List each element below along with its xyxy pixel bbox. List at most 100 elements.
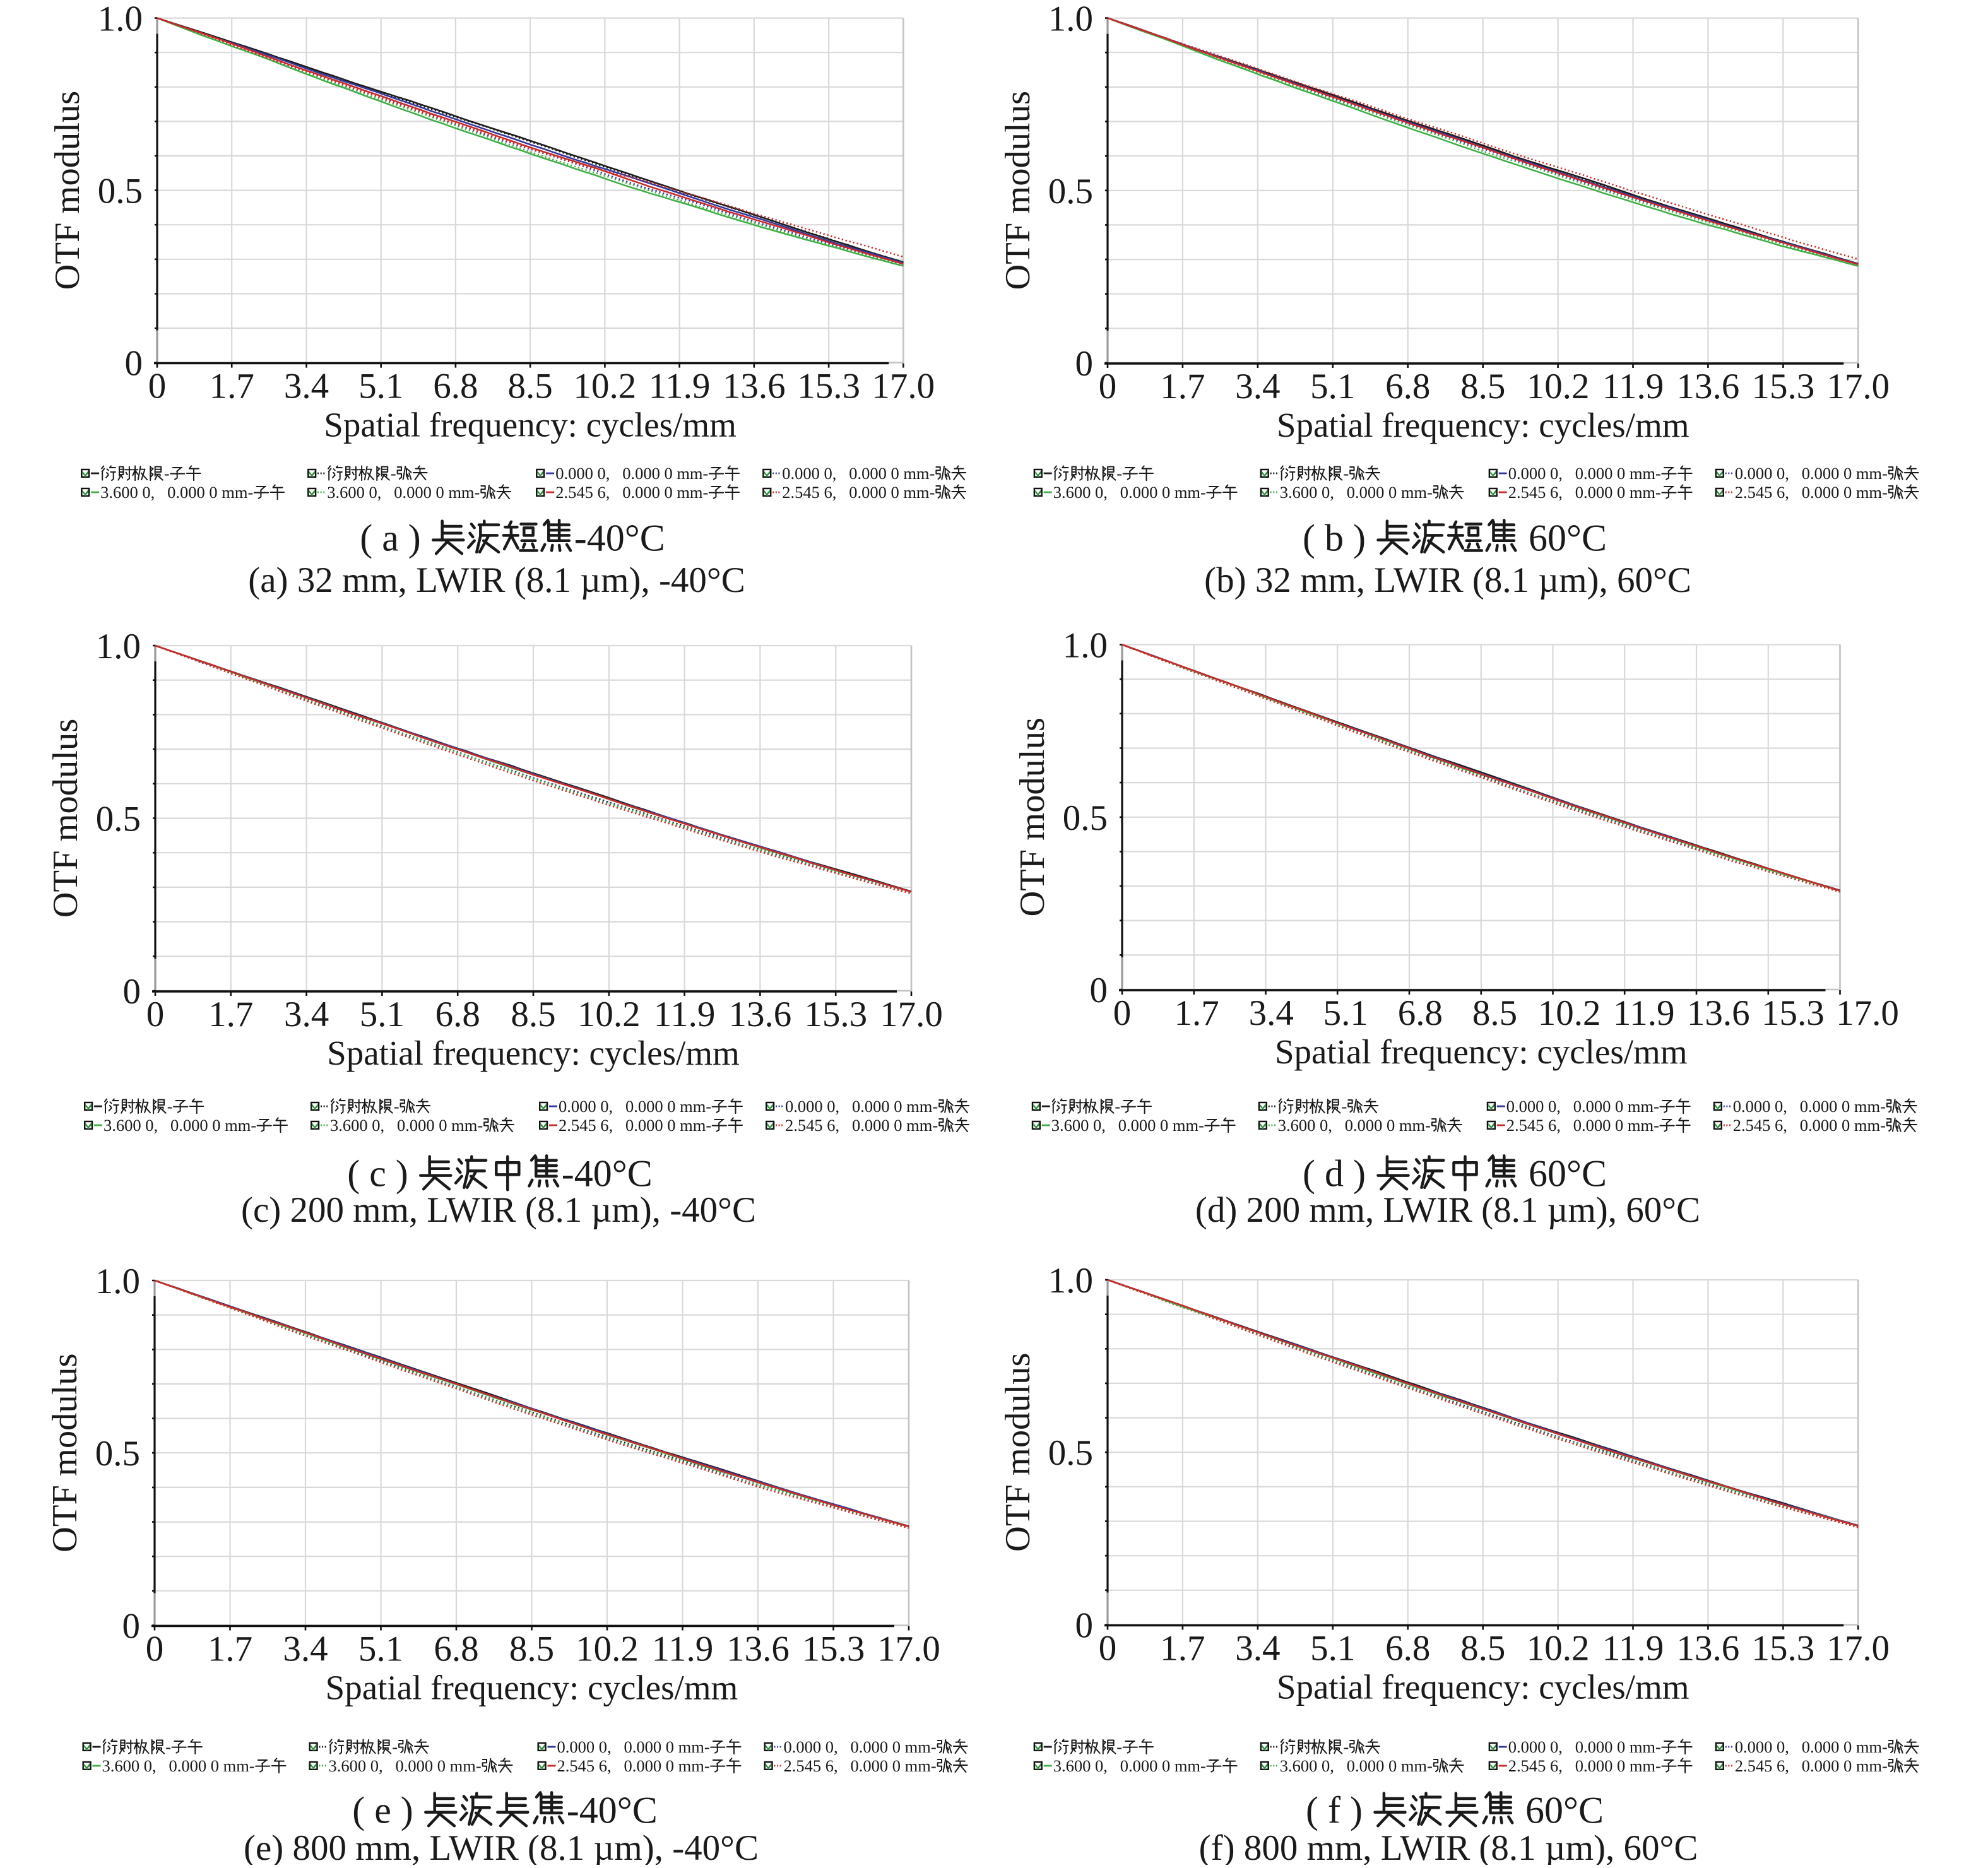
svg-text:2.545 6, 0.000 0 mm-: 2.545 6, 0.000 0 mm-: [559, 1116, 711, 1135]
svg-text:1.7: 1.7: [208, 995, 253, 1034]
svg-text:6.8: 6.8: [1398, 993, 1443, 1033]
svg-text:-: -: [391, 464, 396, 483]
svg-text:13.6: 13.6: [726, 1629, 790, 1669]
svg-text:2.545 6, 0.000 0 mm-: 2.545 6, 0.000 0 mm-: [555, 483, 708, 502]
svg-text:0.000 0, 0.000 0 mm-: 0.000 0, 0.000 0 mm-: [1735, 464, 1888, 483]
svg-text:0: 0: [1075, 1606, 1094, 1646]
svg-text:0.000 0, 0.000 0 mm-: 0.000 0, 0.000 0 mm-: [557, 1737, 710, 1756]
svg-text:OTF modulus: OTF modulus: [1013, 718, 1052, 917]
svg-text:(: (: [1306, 1790, 1328, 1831]
svg-text:OTF modulus: OTF modulus: [46, 719, 85, 918]
svg-text:10.2: 10.2: [1527, 367, 1590, 406]
svg-text:-: -: [1115, 1097, 1120, 1116]
svg-text:13.6: 13.6: [1677, 1629, 1740, 1669]
svg-text:17.0: 17.0: [877, 1629, 940, 1669]
svg-text:0.5: 0.5: [98, 172, 143, 211]
svg-text:-: -: [167, 1097, 173, 1116]
svg-text:1.7: 1.7: [208, 1629, 252, 1669]
svg-text:5.1: 5.1: [1323, 993, 1368, 1033]
svg-text:-: -: [392, 1737, 398, 1756]
svg-text:1.0: 1.0: [95, 1262, 140, 1301]
svg-text:2.545 6, 0.000 0 mm-: 2.545 6, 0.000 0 mm-: [782, 483, 935, 502]
svg-text:60°C: 60°C: [1516, 1790, 1604, 1831]
svg-text:3.4: 3.4: [1235, 367, 1280, 406]
svg-text:3.4: 3.4: [1249, 993, 1294, 1033]
svg-text:): ): [399, 517, 430, 559]
svg-text:3.600 0, 0.000 0 mm-: 3.600 0, 0.000 0 mm-: [1280, 483, 1433, 502]
svg-text:1.0: 1.0: [98, 0, 143, 39]
svg-text:1.0: 1.0: [1048, 1261, 1093, 1301]
svg-text:6.8: 6.8: [434, 1629, 478, 1669]
svg-text:): ): [386, 1153, 418, 1195]
svg-text:(c) 200 mm, LWIR (8.1 µm), -40: (c) 200 mm, LWIR (8.1 µm), -40°C: [241, 1190, 756, 1230]
svg-text:13.6: 13.6: [723, 367, 786, 406]
svg-text:0.000 0, 0.000 0 mm-: 0.000 0, 0.000 0 mm-: [785, 1097, 938, 1116]
svg-text:0.000 0, 0.000 0 mm-: 0.000 0, 0.000 0 mm-: [1508, 1737, 1661, 1756]
svg-text:5.1: 5.1: [360, 995, 405, 1034]
svg-text:11.9: 11.9: [1613, 993, 1675, 1033]
svg-text:0.000 0, 0.000 0 mm-: 0.000 0, 0.000 0 mm-: [1506, 1097, 1659, 1116]
svg-text:60°C: 60°C: [1519, 1153, 1607, 1195]
svg-text:3.600 0, 0.000 0 mm-: 3.600 0, 0.000 0 mm-: [1053, 1756, 1206, 1775]
svg-text:0: 0: [125, 344, 143, 384]
svg-text:6.8: 6.8: [1385, 1629, 1430, 1669]
svg-text:-: -: [1343, 464, 1349, 483]
svg-text:b: b: [1325, 517, 1344, 559]
svg-text:15.3: 15.3: [1752, 1629, 1815, 1669]
svg-text:8.5: 8.5: [509, 1629, 554, 1669]
svg-text:0.000 0, 0.000 0 mm-: 0.000 0, 0.000 0 mm-: [782, 464, 935, 483]
svg-text:-: -: [164, 464, 170, 483]
svg-text:1.7: 1.7: [1174, 993, 1219, 1033]
svg-text:1.7: 1.7: [210, 367, 254, 406]
svg-text:11.9: 11.9: [1602, 367, 1664, 406]
svg-text:0.5: 0.5: [96, 800, 141, 839]
svg-text:(e) 800 mm, LWIR (8.1 µm), -40: (e) 800 mm, LWIR (8.1 µm), -40°C: [244, 1828, 759, 1865]
svg-text:(: (: [1303, 1153, 1325, 1195]
svg-text:-40°C: -40°C: [567, 1790, 658, 1831]
svg-text:d: d: [1325, 1153, 1344, 1195]
svg-text:0: 0: [1099, 367, 1117, 406]
svg-text:2.545 6, 0.000 0 mm-: 2.545 6, 0.000 0 mm-: [1735, 483, 1888, 502]
svg-text:2.545 6, 0.000 0 mm-: 2.545 6, 0.000 0 mm-: [1733, 1116, 1886, 1135]
svg-text:Spatial frequency: cycles/mm: Spatial frequency: cycles/mm: [324, 406, 737, 444]
svg-text:10.2: 10.2: [574, 367, 637, 406]
svg-text:15.3: 15.3: [1761, 993, 1825, 1033]
svg-text:3.4: 3.4: [1235, 1629, 1280, 1669]
svg-text:0.000 0, 0.000 0 mm-: 0.000 0, 0.000 0 mm-: [1735, 1737, 1888, 1756]
svg-text:3.600 0, 0.000 0 mm-: 3.600 0, 0.000 0 mm-: [329, 1756, 482, 1775]
svg-text:OTF modulus: OTF modulus: [998, 1352, 1038, 1552]
svg-text:8.5: 8.5: [511, 995, 555, 1034]
svg-text:6.8: 6.8: [1385, 367, 1430, 406]
svg-text:(: (: [347, 1153, 369, 1195]
svg-text:8.5: 8.5: [1460, 367, 1505, 406]
svg-text:15.3: 15.3: [797, 367, 860, 406]
svg-text:11.9: 11.9: [654, 995, 716, 1034]
svg-text:11.9: 11.9: [649, 367, 711, 406]
svg-text:5.1: 5.1: [1310, 1629, 1355, 1669]
svg-text:10.2: 10.2: [577, 995, 641, 1034]
svg-text:(: (: [352, 1790, 374, 1831]
svg-text:): ): [391, 1790, 423, 1831]
svg-text:f: f: [1328, 1790, 1340, 1831]
svg-text:c: c: [369, 1153, 386, 1195]
svg-text:17.0: 17.0: [880, 995, 943, 1034]
svg-text:10.2: 10.2: [576, 1629, 639, 1669]
svg-text:Spatial frequency: cycles/mm: Spatial frequency: cycles/mm: [326, 1669, 738, 1707]
svg-text:15.3: 15.3: [804, 995, 867, 1034]
svg-text:13.6: 13.6: [729, 995, 792, 1034]
svg-text:2.545 6, 0.000 0 mm-: 2.545 6, 0.000 0 mm-: [1506, 1116, 1659, 1135]
svg-text:Spatial frequency: cycles/mm: Spatial frequency: cycles/mm: [327, 1034, 740, 1072]
svg-text:0: 0: [122, 1607, 141, 1646]
svg-text:(: (: [1303, 517, 1325, 559]
svg-text:3.600 0, 0.000 0 mm-: 3.600 0, 0.000 0 mm-: [102, 1756, 255, 1775]
svg-text:2.545 6, 0.000 0 mm-: 2.545 6, 0.000 0 mm-: [784, 1756, 937, 1775]
svg-text:3.600 0, 0.000 0 mm-: 3.600 0, 0.000 0 mm-: [104, 1116, 256, 1135]
svg-text:OTF modulus: OTF modulus: [48, 91, 87, 290]
svg-text:13.6: 13.6: [1687, 993, 1750, 1033]
svg-text:15.3: 15.3: [802, 1629, 865, 1669]
svg-text:-: -: [394, 1097, 399, 1116]
svg-text:0.000 0, 0.000 0 mm-: 0.000 0, 0.000 0 mm-: [1508, 464, 1661, 483]
svg-text:): ): [1344, 1153, 1375, 1195]
svg-text:0: 0: [146, 1629, 164, 1669]
svg-text:1.7: 1.7: [1160, 367, 1205, 406]
